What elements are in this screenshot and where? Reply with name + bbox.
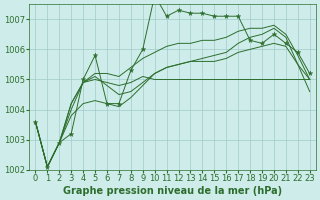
X-axis label: Graphe pression niveau de la mer (hPa): Graphe pression niveau de la mer (hPa) bbox=[63, 186, 282, 196]
